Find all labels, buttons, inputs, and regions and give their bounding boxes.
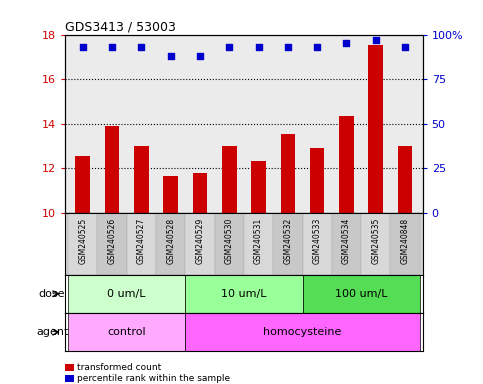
Bar: [98, 213, 127, 275]
Text: GDS3413 / 53003: GDS3413 / 53003: [65, 20, 176, 33]
Bar: [244, 213, 273, 275]
Bar: [361, 213, 390, 275]
Text: GSM240848: GSM240848: [400, 218, 410, 264]
Bar: [302, 275, 420, 313]
Bar: [105, 126, 119, 213]
Bar: [390, 213, 420, 275]
Text: GSM240534: GSM240534: [342, 218, 351, 265]
Text: GSM240526: GSM240526: [108, 218, 116, 264]
Bar: [273, 213, 302, 275]
Text: GSM240535: GSM240535: [371, 218, 380, 265]
Text: agent: agent: [36, 327, 69, 337]
Text: 0 um/L: 0 um/L: [108, 289, 146, 299]
Point: [342, 40, 350, 46]
Bar: [339, 116, 354, 213]
Bar: [75, 156, 90, 213]
Bar: [127, 213, 156, 275]
Bar: [156, 213, 185, 275]
Text: GSM240530: GSM240530: [225, 218, 234, 265]
Bar: [302, 213, 332, 275]
Text: GSM240531: GSM240531: [254, 218, 263, 264]
Bar: [134, 146, 149, 213]
Point: [284, 44, 292, 50]
Bar: [185, 275, 302, 313]
Point: [401, 44, 409, 50]
Bar: [68, 275, 185, 313]
Bar: [332, 213, 361, 275]
Bar: [185, 213, 214, 275]
Bar: [310, 148, 325, 213]
Point: [79, 44, 86, 50]
Text: homocysteine: homocysteine: [263, 327, 341, 337]
Bar: [68, 313, 185, 351]
Point: [138, 44, 145, 50]
Bar: [281, 134, 295, 213]
Bar: [222, 146, 237, 213]
Text: GSM240529: GSM240529: [196, 218, 204, 264]
Text: 100 um/L: 100 um/L: [335, 289, 387, 299]
Bar: [398, 146, 412, 213]
Text: GSM240528: GSM240528: [166, 218, 175, 264]
Bar: [68, 213, 98, 275]
Bar: [65, 375, 74, 382]
Text: 10 um/L: 10 um/L: [221, 289, 267, 299]
Bar: [163, 176, 178, 213]
Point: [226, 44, 233, 50]
Bar: [369, 45, 383, 213]
Text: GSM240527: GSM240527: [137, 218, 146, 264]
Text: GSM240532: GSM240532: [284, 218, 292, 264]
Point: [255, 44, 262, 50]
Bar: [185, 313, 420, 351]
Bar: [251, 161, 266, 213]
Point: [372, 37, 380, 43]
Text: dose: dose: [39, 289, 65, 299]
Text: percentile rank within the sample: percentile rank within the sample: [77, 374, 230, 383]
Point: [108, 44, 116, 50]
Text: GSM240525: GSM240525: [78, 218, 87, 264]
Text: control: control: [107, 327, 146, 337]
Text: GSM240533: GSM240533: [313, 218, 322, 265]
Text: transformed count: transformed count: [77, 363, 161, 372]
Point: [313, 44, 321, 50]
Point: [196, 53, 204, 59]
Bar: [214, 213, 244, 275]
Bar: [65, 364, 74, 371]
Bar: [193, 173, 207, 213]
Point: [167, 53, 174, 59]
